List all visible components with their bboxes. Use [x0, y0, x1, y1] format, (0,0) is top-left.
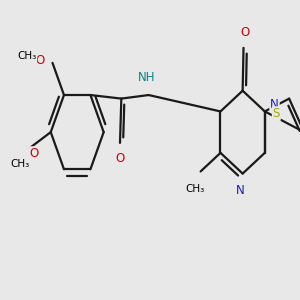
Text: S: S [273, 107, 280, 120]
Text: CH₃: CH₃ [17, 51, 37, 62]
Text: N: N [236, 184, 245, 197]
Text: O: O [240, 26, 250, 39]
Text: O: O [116, 152, 124, 165]
Text: O: O [35, 54, 45, 67]
Text: NH: NH [138, 71, 155, 84]
Text: N: N [270, 98, 279, 111]
Text: O: O [30, 147, 39, 160]
Text: CH₃: CH₃ [186, 184, 205, 194]
Text: CH₃: CH₃ [11, 159, 30, 169]
